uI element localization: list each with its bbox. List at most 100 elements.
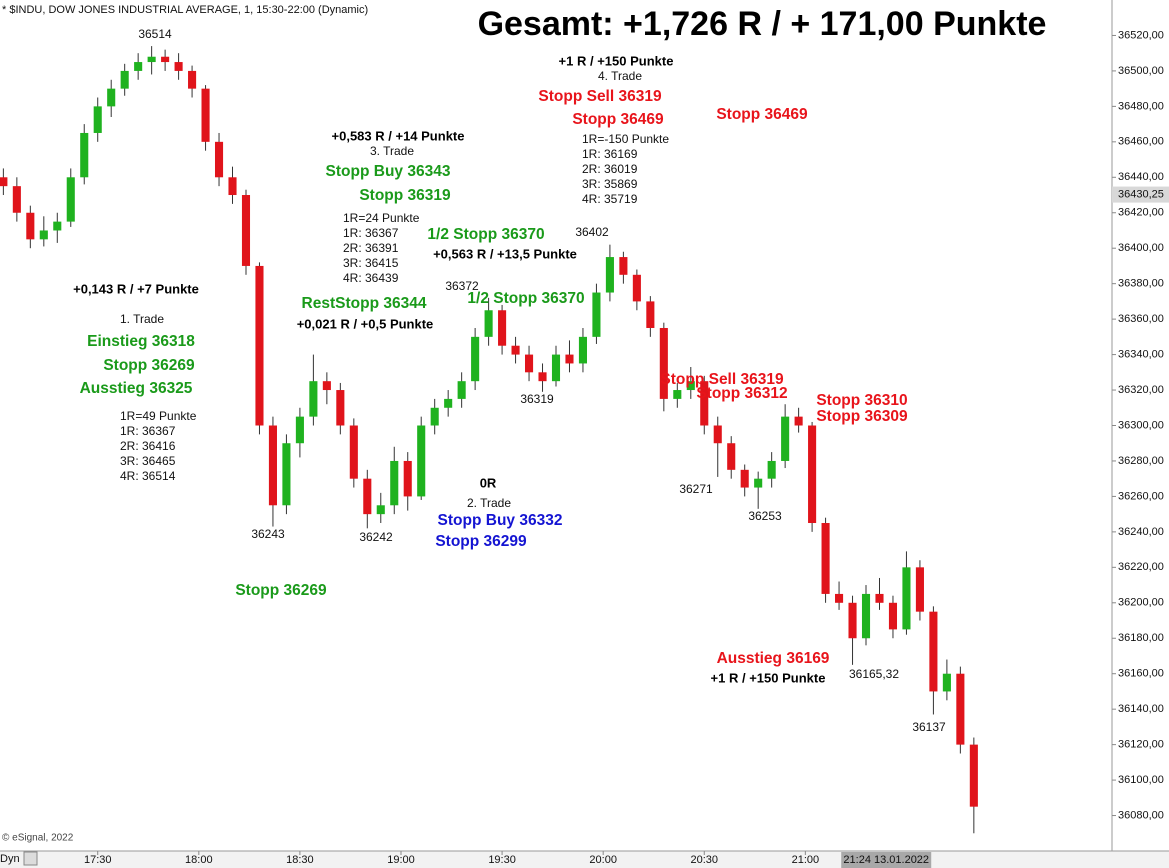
annotation: +0,563 R / +13,5 Punkte <box>433 246 577 261</box>
candle-body <box>174 62 183 71</box>
candle-body <box>228 177 237 196</box>
candle-body <box>551 354 561 382</box>
candle-body <box>363 478 372 515</box>
candle-body <box>12 186 21 213</box>
annotation: 1R: 36169 <box>582 147 638 161</box>
annotation: 36242 <box>359 530 393 544</box>
y-tick-label: 36520,00 <box>1118 29 1164 41</box>
annotation: Ausstieg 36325 <box>80 380 193 397</box>
candle-body <box>565 354 574 364</box>
candle-body <box>686 381 695 391</box>
candle-body <box>268 425 277 506</box>
candle-body <box>848 602 857 639</box>
candle-body <box>147 56 156 63</box>
candle-body <box>781 416 790 461</box>
candle-body <box>80 132 89 178</box>
candle-body <box>39 230 48 240</box>
x-tick-label: 19:00 <box>387 854 415 866</box>
y-tick-label: 36440,00 <box>1118 171 1164 183</box>
annotation: 3. Trade <box>370 144 414 158</box>
chart-title: Gesamt: +1,726 R / + 171,00 Punkte <box>478 5 1047 43</box>
y-tick-label: 36220,00 <box>1118 561 1164 573</box>
candle-body <box>767 460 776 479</box>
candle-body <box>53 221 62 231</box>
candle-body <box>161 56 170 63</box>
y-tick-label: 36180,00 <box>1118 632 1164 644</box>
annotation: Stopp 36469 <box>572 111 664 128</box>
x-tick-label: 17:30 <box>84 854 112 866</box>
annotation: 1/2 Stopp 36370 <box>467 290 584 307</box>
candle-body <box>26 212 35 240</box>
annotation: +1 R / +150 Punkte <box>711 670 826 685</box>
candle-body <box>120 70 129 89</box>
annotation: 2R: 36416 <box>120 439 176 453</box>
candle-body <box>902 567 911 630</box>
mode-label: Dyn <box>0 853 20 865</box>
annotation: 36253 <box>748 509 782 523</box>
candle-body <box>376 505 385 515</box>
candle-body <box>956 673 965 745</box>
candle-body <box>282 443 291 506</box>
candle-body <box>646 301 655 328</box>
y-tick-label: 36340,00 <box>1118 348 1164 360</box>
annotation: 0R <box>480 475 497 490</box>
annotation: 36514 <box>138 27 172 41</box>
annotation: Stopp 36469 <box>716 106 808 123</box>
y-tick-label: 36300,00 <box>1118 419 1164 431</box>
y-tick-label: 36100,00 <box>1118 774 1164 786</box>
annotation: +1 R / +150 Punkte <box>559 53 674 68</box>
candle-body <box>861 593 871 639</box>
candle-body <box>632 274 641 302</box>
candle-body <box>417 425 426 497</box>
mode-button[interactable] <box>23 851 38 866</box>
annotation: Stopp 36309 <box>816 408 908 425</box>
annotation: Stopp 36269 <box>235 582 327 599</box>
annotation: +0,583 R / +14 Punkte <box>332 128 465 143</box>
y-tick-label: 36480,00 <box>1118 100 1164 112</box>
candle-body <box>471 336 480 382</box>
annotation: Stopp 36299 <box>435 533 527 550</box>
annotation: 36372 <box>445 279 479 293</box>
crosshair-time-box <box>841 852 932 868</box>
current-price-box <box>1112 186 1169 203</box>
chart-subtitle: * $INDU, DOW JONES INDUSTRIAL AVERAGE, 1… <box>2 4 368 16</box>
candle-body <box>444 398 453 408</box>
candle-body <box>484 310 493 337</box>
annotation: 36402 <box>575 225 609 239</box>
time-axis-panel <box>0 851 1169 868</box>
annotation: 3R: 36465 <box>120 454 176 468</box>
annotation: 36319 <box>520 392 554 406</box>
candle-body <box>969 744 978 807</box>
candle-body <box>295 416 304 444</box>
candle-body <box>188 70 197 89</box>
annotation: 36165,32 <box>849 667 899 681</box>
candle-body <box>0 177 8 187</box>
y-tick-label: 36360,00 <box>1118 313 1164 325</box>
candle-body <box>605 257 614 293</box>
candle-body <box>673 390 682 399</box>
candle-body <box>524 354 534 373</box>
x-tick-label: 18:30 <box>286 854 314 866</box>
candle-body <box>511 345 520 355</box>
candle-body <box>538 372 547 382</box>
annotation: 1R=24 Punkte <box>343 211 420 225</box>
candle-body <box>403 460 412 497</box>
candle-body <box>66 177 75 222</box>
annotation: 1R: 36367 <box>120 424 176 438</box>
y-tick-label: 36080,00 <box>1118 809 1164 821</box>
annotation: Ausstieg 36169 <box>717 650 830 667</box>
annotation: 36243 <box>251 527 285 541</box>
price-axis-panel <box>1112 0 1169 868</box>
candle-body <box>942 673 951 692</box>
candle-body <box>578 336 588 364</box>
annotation: 4. Trade <box>598 69 642 83</box>
candle-body <box>659 327 668 399</box>
y-tick-label: 36260,00 <box>1118 490 1164 502</box>
x-tick-label: 18:00 <box>185 854 213 866</box>
y-tick-label: 36500,00 <box>1118 65 1164 77</box>
annotation: Stopp Buy 36332 <box>438 512 563 529</box>
annotation: 1R=49 Punkte <box>120 409 197 423</box>
annotation: Stopp 36310 <box>816 392 907 409</box>
candle-body <box>929 611 938 692</box>
annotation: 2R: 36019 <box>582 162 638 176</box>
